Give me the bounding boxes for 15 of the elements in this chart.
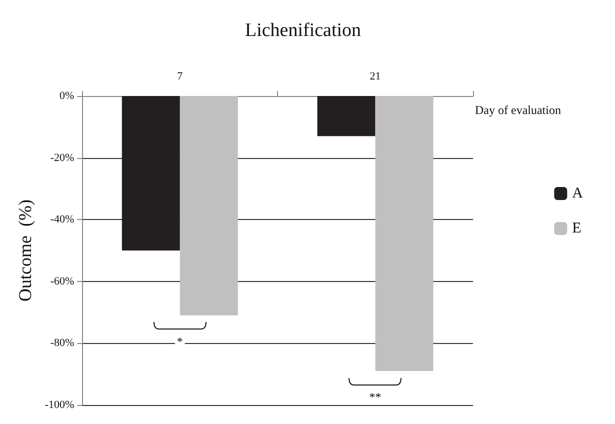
x-axis-title: Day of evaluation [475, 103, 561, 117]
chart-title: Lichenification [244, 20, 362, 41]
y-tick-label: 0% [60, 90, 74, 102]
y-tick-label: -60% [50, 275, 74, 288]
legend-label: E [572, 220, 582, 236]
x-tick-label: 21 [370, 70, 381, 82]
y-tick-label: -20% [50, 152, 74, 164]
annotation: ** [369, 390, 382, 404]
annotation: * [176, 334, 183, 348]
y-tick-label: -100% [44, 399, 74, 411]
y-tick-label: -40% [50, 214, 74, 226]
y-tick-label: -80% [50, 337, 74, 350]
y-axis-title: Outcome (%) [15, 200, 35, 302]
legend-label: A [572, 186, 584, 202]
x-tick-label: 7 [177, 70, 184, 82]
